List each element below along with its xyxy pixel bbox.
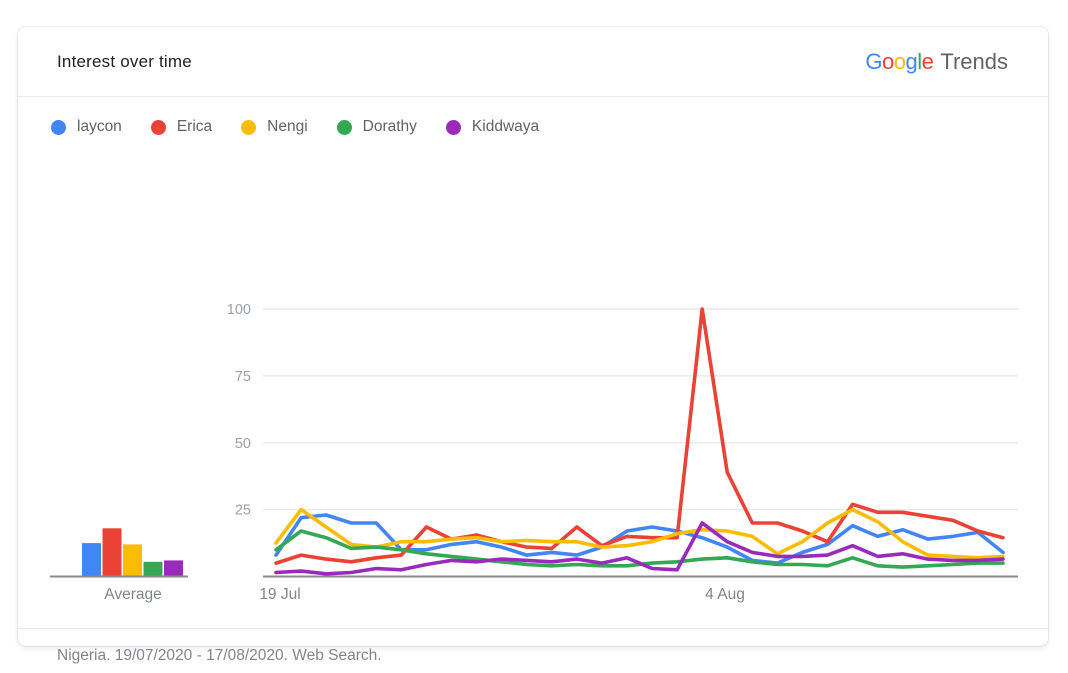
y-axis-label: 25 [235, 503, 251, 519]
logo-letter: e [921, 48, 934, 74]
legend-dot [336, 119, 352, 135]
y-axis-label: 75 [235, 369, 251, 385]
google-logo-suffix: Trends [940, 48, 1008, 74]
series-line-Erica [274, 307, 1005, 565]
average-bar-Kiddwaya [164, 560, 183, 577]
legend-label: Nengi [267, 118, 308, 135]
legend-dot [241, 119, 257, 135]
logo-letter: G [865, 48, 882, 74]
series-line-Kiddwaya [274, 521, 1005, 576]
legend-item-dorathy: Dorathy [336, 118, 417, 136]
google-logo: Google [865, 48, 934, 75]
trends-widget-card: Interest over time Google Trends laycon … [18, 27, 1048, 664]
legend-label: Erica [176, 118, 213, 135]
logo-letter: o [881, 48, 894, 74]
y-axis-label: 100 [227, 302, 251, 318]
line-chart-svg[interactable]: 25 50 75 100 19 Jul 4 Aug [215, 279, 1030, 609]
legend-item-laycon: laycon [51, 118, 122, 136]
widget-header: Interest over time Google Trends [18, 27, 1048, 97]
legend-label: Dorathy [362, 118, 417, 135]
average-chart-svg: Average [50, 528, 188, 603]
page-title: Interest over time [57, 51, 192, 71]
average-bar-Nengi [123, 544, 142, 577]
legend-dot [150, 119, 166, 135]
average-bar-Erica [102, 528, 122, 577]
logo-letter: o [893, 48, 906, 74]
y-axis-label: 50 [235, 436, 251, 452]
legend-item-erica: Erica [150, 118, 213, 136]
average-label: Average [104, 586, 161, 603]
x-axis-label: 4 Aug [705, 586, 745, 603]
series-line-Nengi [274, 507, 1005, 560]
average-bar-Dorathy [143, 561, 163, 577]
google-trends-logo-link[interactable]: Google Trends [865, 49, 1008, 75]
footer-caption: Nigeria. 19/07/2020 - 17/08/2020. Web Se… [57, 647, 382, 664]
widget-footer: Nigeria. 19/07/2020 - 17/08/2020. Web Se… [18, 628, 1048, 665]
series-line-laycon [274, 513, 1005, 565]
legend-item-nengi: Nengi [241, 118, 308, 136]
legend-dot [51, 119, 66, 135]
logo-letter: l [917, 48, 922, 74]
legend-item-kiddwaya: Kiddwaya [445, 118, 540, 136]
legend-label: Kiddwaya [471, 118, 540, 135]
legend-dot [445, 119, 461, 135]
average-bar-chart: Average [18, 279, 215, 609]
average-bar-laycon [82, 543, 101, 577]
legend: laycon Erica Nengi Dorathy Kiddwaya [18, 97, 1048, 136]
interest-over-time-line-chart[interactable]: 25 50 75 100 19 Jul 4 Aug [215, 279, 1030, 609]
logo-letter: g [905, 48, 918, 74]
x-axis-label: 19 Jul [259, 586, 300, 603]
chart-region: Average 25 50 75 100 19 Jul 4 Aug [18, 136, 1048, 628]
legend-label: laycon [77, 118, 122, 135]
